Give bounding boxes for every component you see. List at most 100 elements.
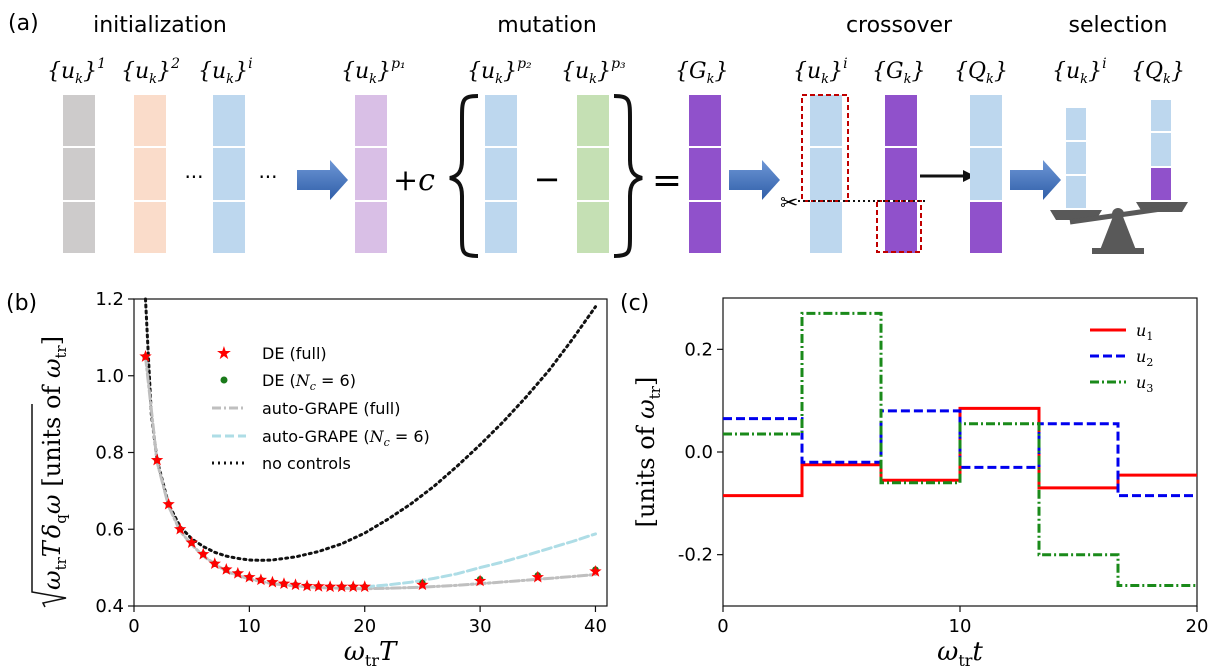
vector-uk-p2 [485, 95, 517, 253]
ellipsis-2: ··· [258, 165, 277, 189]
legend-star-icon: ★ [216, 343, 232, 364]
vector-uk-1 [63, 95, 95, 253]
vector-uk-p3 [577, 95, 609, 253]
svg-text:{uk}p₁: {uk}p₁ [341, 56, 406, 87]
y-tick-label: -0.2 [678, 545, 713, 566]
stage-initialization-label: initialization [93, 13, 227, 38]
point-de-full [312, 579, 325, 592]
panel-b-chart: (b) 0 10 20 30 40 0.4 0.6 0.8 1.0 1.2 ωtrTδqω[uni… [6, 289, 608, 666]
right-brace [613, 94, 643, 258]
point-de-full [266, 575, 279, 588]
point-de-full [185, 536, 198, 548]
panel-c-label: (c) [620, 291, 649, 316]
scissors-icon: ✂ [780, 191, 798, 216]
svg-text:{uk}i: {uk}i [198, 56, 253, 87]
formula-uk-2: {uk}2 [121, 56, 180, 87]
formula-crossover-uk-i: {uk}i [793, 56, 848, 87]
arrow-head-icon [963, 170, 975, 182]
panel-b-xlabel: ωtrT [344, 637, 398, 666]
stage-mutation-label: mutation [497, 13, 597, 38]
legend-item-u2: u2 [1090, 347, 1153, 369]
y-tick-label: 0.8 [95, 443, 124, 464]
x-tick-label: 0 [128, 616, 139, 637]
balance-scale-icon [1050, 100, 1188, 254]
stage-crossover-label: crossover [846, 13, 953, 38]
legend-item-u1: u1 [1090, 321, 1153, 343]
panel-c-legend: u1 u2 u3 [1090, 321, 1153, 395]
series-line-no-controls [144, 297, 597, 562]
panel-a-label: (a) [8, 11, 39, 36]
arrow-right-icon [729, 160, 780, 200]
svg-text:auto-GRAPE (Nc = 6): auto-GRAPE (Nc = 6) [262, 427, 430, 449]
point-de-full [335, 580, 348, 593]
point-de-full [231, 566, 245, 579]
stage-selection-label: selection [1069, 13, 1168, 38]
point-de-full [220, 563, 233, 575]
series-line-u3 [723, 311, 1197, 587]
point-de-full [139, 350, 152, 362]
legend-item-autogrape-nc6: auto-GRAPE (Nc = 6) [212, 427, 430, 449]
series-line-auto-grape-full [144, 355, 597, 591]
y-tick-label: 0.0 [684, 442, 713, 463]
panel-c-ticks: 0 10 20 -0.2 0.0 0.2 [678, 339, 1209, 637]
point-de-full [473, 574, 487, 587]
formula-uk-p1: {uk}p₁ [341, 56, 406, 87]
point-de-full [416, 578, 429, 591]
x-tick-label: 10 [949, 616, 972, 637]
y-tick-label: 1.0 [95, 366, 124, 387]
svg-text:u2: u2 [1136, 347, 1153, 369]
vector-bars: ··· ··· +c − [63, 94, 1188, 258]
svg-text:DE (full): DE (full) [262, 344, 327, 363]
formula-selection-uk-i: {uk}i [1052, 56, 1107, 87]
formula-crossover-Gk: {Gk} [872, 59, 925, 87]
legend-dot-icon [220, 376, 228, 384]
point-de-full [150, 453, 164, 466]
x-tick-label: 40 [584, 616, 607, 637]
legend-item-no-controls: no controls [212, 454, 351, 473]
arrow-right-icon [297, 160, 348, 200]
svg-text:u3: u3 [1136, 373, 1153, 395]
ellipsis-1: ··· [184, 165, 203, 189]
left-brace [449, 94, 479, 258]
formula-row: {uk}1 {uk}2 {uk}i {uk}p₁ {uk}p₂ {uk}p₃ {… [47, 56, 1185, 87]
point-de-full [323, 580, 337, 593]
svg-text:{uk}1: {uk}1 [47, 56, 106, 87]
minus-symbol: − [534, 160, 561, 198]
legend-item-u3: u3 [1090, 373, 1153, 395]
point-de-full [347, 580, 360, 593]
plus-c-symbol: +c [393, 163, 435, 198]
panel-b-axes-frame [133, 298, 608, 607]
vector-uk-p1 [355, 95, 387, 253]
svg-text:u1: u1 [1136, 321, 1153, 343]
formula-Gk: {Gk} [675, 59, 728, 87]
point-de-full [358, 580, 371, 593]
x-tick-label: 30 [469, 616, 492, 637]
legend-item-de-full: ★ DE (full) [216, 343, 327, 364]
panel-b-series [139, 297, 602, 593]
point-de-full [254, 573, 268, 586]
x-tick-label: 0 [717, 616, 728, 637]
legend-item-autogrape-full: auto-GRAPE (full) [212, 399, 400, 418]
legend-item-de-nc6: DE (Nc = 6) [220, 371, 356, 393]
point-de-full [531, 570, 544, 583]
svg-text:{Gk}: {Gk} [675, 59, 728, 87]
point-de-full [197, 547, 210, 560]
formula-selection-Qk: {Qk} [1131, 59, 1185, 87]
panel-c-xlabel: ωtrt [937, 637, 983, 666]
panel-c-series [723, 311, 1197, 587]
svg-text:[units of ωtr]: [units of ωtr] [632, 377, 664, 528]
point-de-full [208, 557, 221, 570]
series-line-u2 [723, 409, 1197, 498]
formula-uk-1: {uk}1 [47, 56, 106, 87]
crossover-uk-i [801, 94, 849, 253]
vector-uk-i [213, 95, 245, 253]
svg-text:{uk}2: {uk}2 [121, 56, 180, 87]
panel-b-label: (b) [6, 291, 37, 316]
formula-uk-p3: {uk}p₃ [561, 56, 626, 87]
panel-b-ticks: 0 10 20 30 40 0.4 0.6 0.8 1.0 1.2 [95, 289, 607, 637]
svg-text:{Qk}: {Qk} [954, 59, 1008, 87]
formula-Qk: {Qk} [954, 59, 1008, 87]
crossover-Gk [876, 95, 922, 253]
y-tick-label: 0.6 [95, 519, 124, 540]
